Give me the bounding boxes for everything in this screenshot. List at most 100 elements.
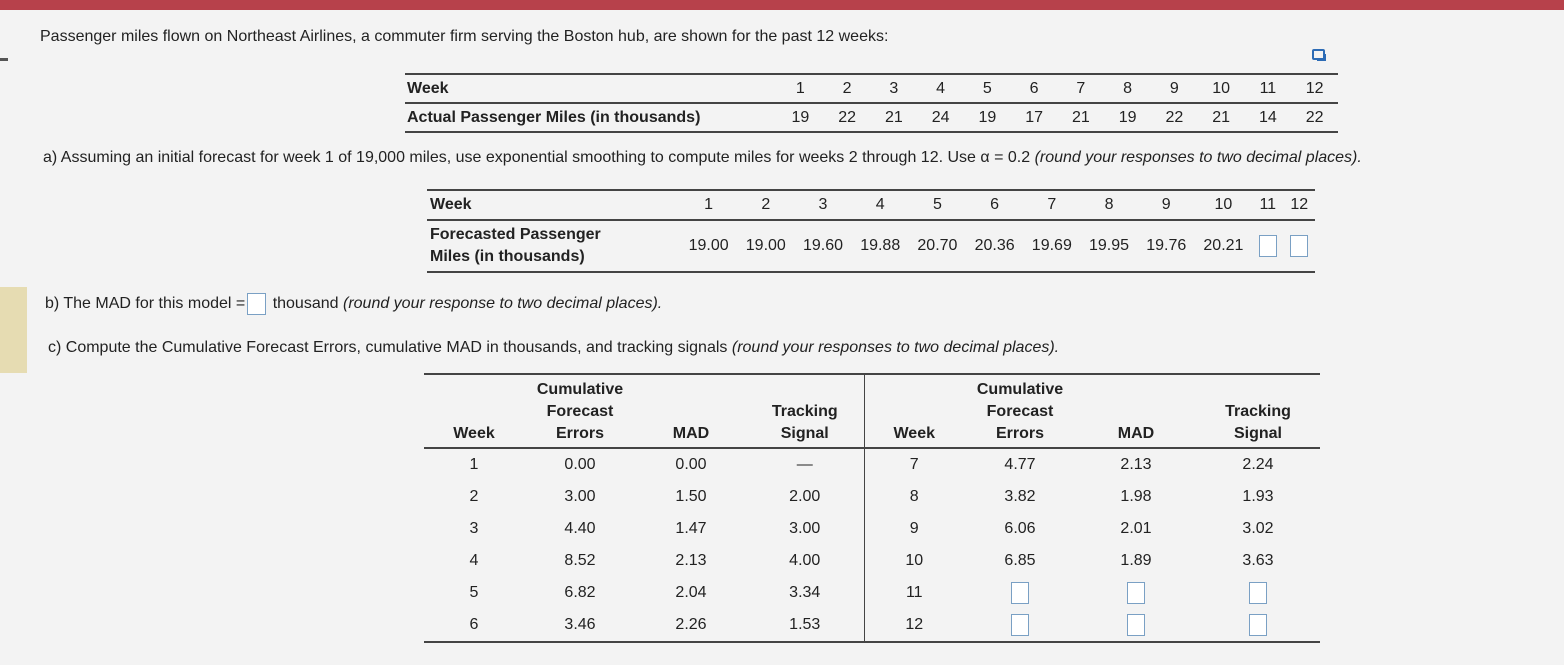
cfe-header-line1: Cumulative [976, 381, 1064, 398]
week-cell: 1 [680, 190, 738, 221]
week-cell: 7 [1023, 190, 1081, 221]
forecast-week12-input[interactable] [1290, 235, 1309, 257]
ts-week12-input[interactable] [1249, 614, 1267, 636]
forecast-week-row: Week 1 2 3 4 5 6 7 8 9 10 11 12 [427, 190, 1315, 221]
forecast-value-cell: 19.88 [860, 237, 901, 254]
copy-data-icon[interactable] [1312, 49, 1326, 61]
mad-cell: 1.98 [1120, 488, 1152, 505]
ts-header-line1: Tracking [1225, 403, 1291, 420]
mad-cell: 2.13 [675, 552, 707, 569]
cfe-cell: 3.46 [564, 616, 596, 633]
week-header: Week [405, 74, 777, 104]
part-a-text: a) Assuming an initial forecast for week… [43, 149, 1031, 166]
ts-cell: — [746, 448, 865, 481]
week-cell: 10 [1194, 190, 1253, 221]
part-b-question: b) The MAD for this model = thousand (ro… [45, 293, 662, 315]
week-cell: 12 [905, 616, 924, 633]
week-cell: 6 [1010, 74, 1058, 104]
part-c-question: c) Compute the Cumulative Forecast Error… [48, 339, 1059, 357]
tracking-signal-table: Week Cumulative Forecast Errors MAD Trac… [424, 373, 1320, 643]
week-cell: 2 [469, 488, 479, 505]
actual-value-cell: 19 [791, 108, 810, 126]
table-row: 2 3.00 1.50 2.00 8 3.82 1.98 1.93 [424, 481, 1320, 513]
cfe-cell: 4.40 [564, 520, 596, 537]
mad-answer-input[interactable] [247, 293, 267, 315]
ts-week11-input[interactable] [1249, 582, 1267, 604]
cfe-week11-input[interactable] [1011, 582, 1029, 604]
actual-value-cell: 22 [1305, 108, 1324, 126]
table-row: 6 3.46 2.26 1.53 12 [424, 609, 1320, 642]
cfe-cell: 6.06 [1004, 520, 1036, 537]
cfe-header-line2: Forecast [986, 403, 1054, 420]
table-row: 4 8.52 2.13 4.00 10 6.85 1.89 3.63 [424, 545, 1320, 577]
ts-header: Tracking Signal [746, 374, 865, 449]
forecast-week11-cell [1252, 220, 1283, 272]
actual-value-cell: 21 [884, 108, 903, 126]
mad-cell: 1.47 [675, 520, 707, 537]
forecast-label-line1: Forecasted Passenger [430, 226, 601, 243]
cfe-header-line2: Forecast [546, 403, 614, 420]
cfe-week12-input[interactable] [1011, 614, 1029, 636]
week-header: Week [427, 190, 680, 221]
week-cell: 4 [851, 190, 909, 221]
forecast-value-cell: 20.21 [1203, 237, 1244, 254]
week-cell: 6 [966, 190, 1024, 221]
part-c-note: (round your responses to two decimal pla… [731, 339, 1060, 356]
cfe-cell: 8.52 [564, 552, 596, 569]
forecast-week11-input[interactable] [1258, 235, 1277, 257]
forecast-value-cell: 20.70 [917, 237, 958, 254]
forecast-value-cell: 19.76 [1146, 237, 1187, 254]
forecast-week12-cell [1283, 220, 1315, 272]
actual-value-cell: 19 [1118, 108, 1137, 126]
cfe-header-line1: Cumulative [536, 381, 624, 398]
week-cell: 4 [469, 552, 479, 569]
cfe-cell [964, 609, 1076, 642]
week-cell: 11 [905, 584, 923, 601]
cfe-cell: 4.77 [1004, 456, 1036, 473]
week-cell: 3 [870, 74, 918, 104]
cfe-header: Cumulative Forecast Errors [524, 374, 636, 449]
ts-cell: 2.24 [1242, 456, 1274, 473]
week-cell: 2 [737, 190, 795, 221]
week-cell: 10 [1197, 74, 1245, 104]
week-cell: 5 [964, 74, 1011, 104]
cfe-cell: 3.82 [1004, 488, 1036, 505]
week-cell: 8 [1080, 190, 1138, 221]
cfe-header-line3: Errors [555, 425, 605, 442]
cfe-cell: 6.85 [1004, 552, 1036, 569]
ts-header: Tracking Signal [1196, 374, 1320, 449]
ts-header-line2: Signal [1233, 425, 1282, 442]
actual-value-cell: 21 [1212, 108, 1231, 126]
mad-cell: 2.04 [675, 584, 707, 601]
part-b-prefix: b) The MAD for this model = [45, 295, 246, 313]
week-cell: 7 [1057, 74, 1105, 104]
mad-cell: 0.00 [675, 456, 707, 473]
table-row: 1 0.00 0.00 — 7 4.77 2.13 2.24 [424, 448, 1320, 481]
actual-value-cell: 24 [931, 108, 950, 126]
cfe-header: Cumulative Forecast Errors [964, 374, 1076, 449]
mad-cell: 1.89 [1120, 552, 1152, 569]
mad-header: MAD [636, 374, 746, 449]
left-highlight-strip [0, 287, 27, 373]
ts-cell [1196, 609, 1320, 642]
mad-week11-input[interactable] [1127, 582, 1145, 604]
ts-cell: 1.93 [1242, 488, 1274, 505]
forecast-label-line2: Miles (in thousands) [430, 248, 585, 265]
mad-week12-input[interactable] [1127, 614, 1145, 636]
week-cell: 8 [909, 488, 919, 505]
week-cell: 7 [909, 456, 919, 473]
forecast-value-cell: 20.36 [974, 237, 1015, 254]
part-a-question: a) Assuming an initial forecast for week… [43, 149, 1362, 167]
forecast-value-cell: 19.69 [1031, 237, 1072, 254]
week-cell: 3 [794, 190, 852, 221]
actual-value-cell: 19 [978, 108, 997, 126]
week-cell: 2 [823, 74, 871, 104]
week-header: Week [864, 374, 964, 449]
top-accent-bar [0, 0, 1564, 10]
table-row: 3 4.40 1.47 3.00 9 6.06 2.01 3.02 [424, 513, 1320, 545]
ts-cell: 4.00 [746, 545, 865, 577]
actual-value-cell: 17 [1025, 108, 1044, 126]
mad-header: MAD [1076, 374, 1196, 449]
week-cell: 1 [777, 74, 824, 104]
ts-cell [1196, 577, 1320, 609]
